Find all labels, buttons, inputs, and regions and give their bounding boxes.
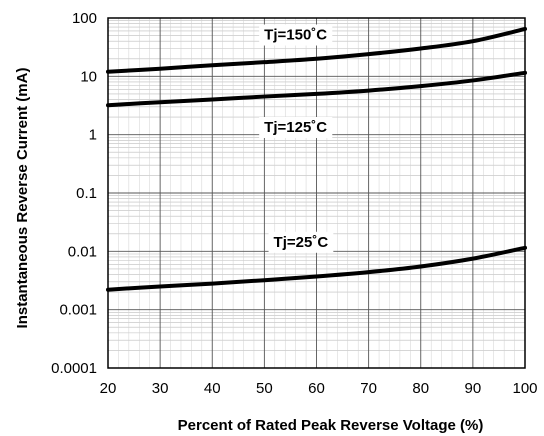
- y-tick-label: 0.1: [76, 185, 97, 202]
- series-label-1: Tj=125˚C: [264, 119, 327, 136]
- y-tick-label: 1: [89, 127, 97, 144]
- x-tick-label: 20: [100, 380, 117, 397]
- series-label-background: [259, 116, 333, 138]
- series-line-0: [106, 26, 527, 74]
- series-label-background: [259, 24, 333, 46]
- y-tick-label: 100: [72, 10, 97, 27]
- x-tick-label: 30: [152, 380, 169, 397]
- y-tick-label: 0.001: [59, 302, 97, 319]
- x-tick-label: 100: [512, 380, 537, 397]
- series-label-background: [268, 231, 334, 253]
- series-line-2: [106, 245, 527, 292]
- x-tick-label: 70: [360, 380, 377, 397]
- y-tick-label: 0.0001: [51, 360, 97, 377]
- plot-frame: [107, 17, 526, 369]
- x-tick-label: 40: [204, 380, 221, 397]
- y-axis-title: Instantaneous Reverse Current (mA): [14, 68, 31, 329]
- x-tick-label: 50: [256, 380, 273, 397]
- series-layer: Tj=150˚C Tj=125˚C Tj=25˚C: [106, 24, 527, 292]
- series-line-1: [106, 70, 527, 108]
- series-label-0: Tj=150˚C: [264, 27, 327, 44]
- y-tick-label: 10: [80, 68, 97, 85]
- x-axis-title: Percent of Rated Peak Reverse Voltage (%…: [178, 417, 484, 434]
- y-tick-label: 0.01: [68, 243, 97, 260]
- x-tick-label: 80: [412, 380, 429, 397]
- x-tick-label: 90: [465, 380, 482, 397]
- x-tick-labels: 20 30 40 50 60 70 80 90 100: [100, 380, 538, 397]
- series-label-2: Tj=25˚C: [274, 234, 329, 251]
- y-tick-labels: 0.0001 0.001 0.01 0.1 1 10 100: [51, 10, 97, 377]
- x-tick-label: 60: [308, 380, 325, 397]
